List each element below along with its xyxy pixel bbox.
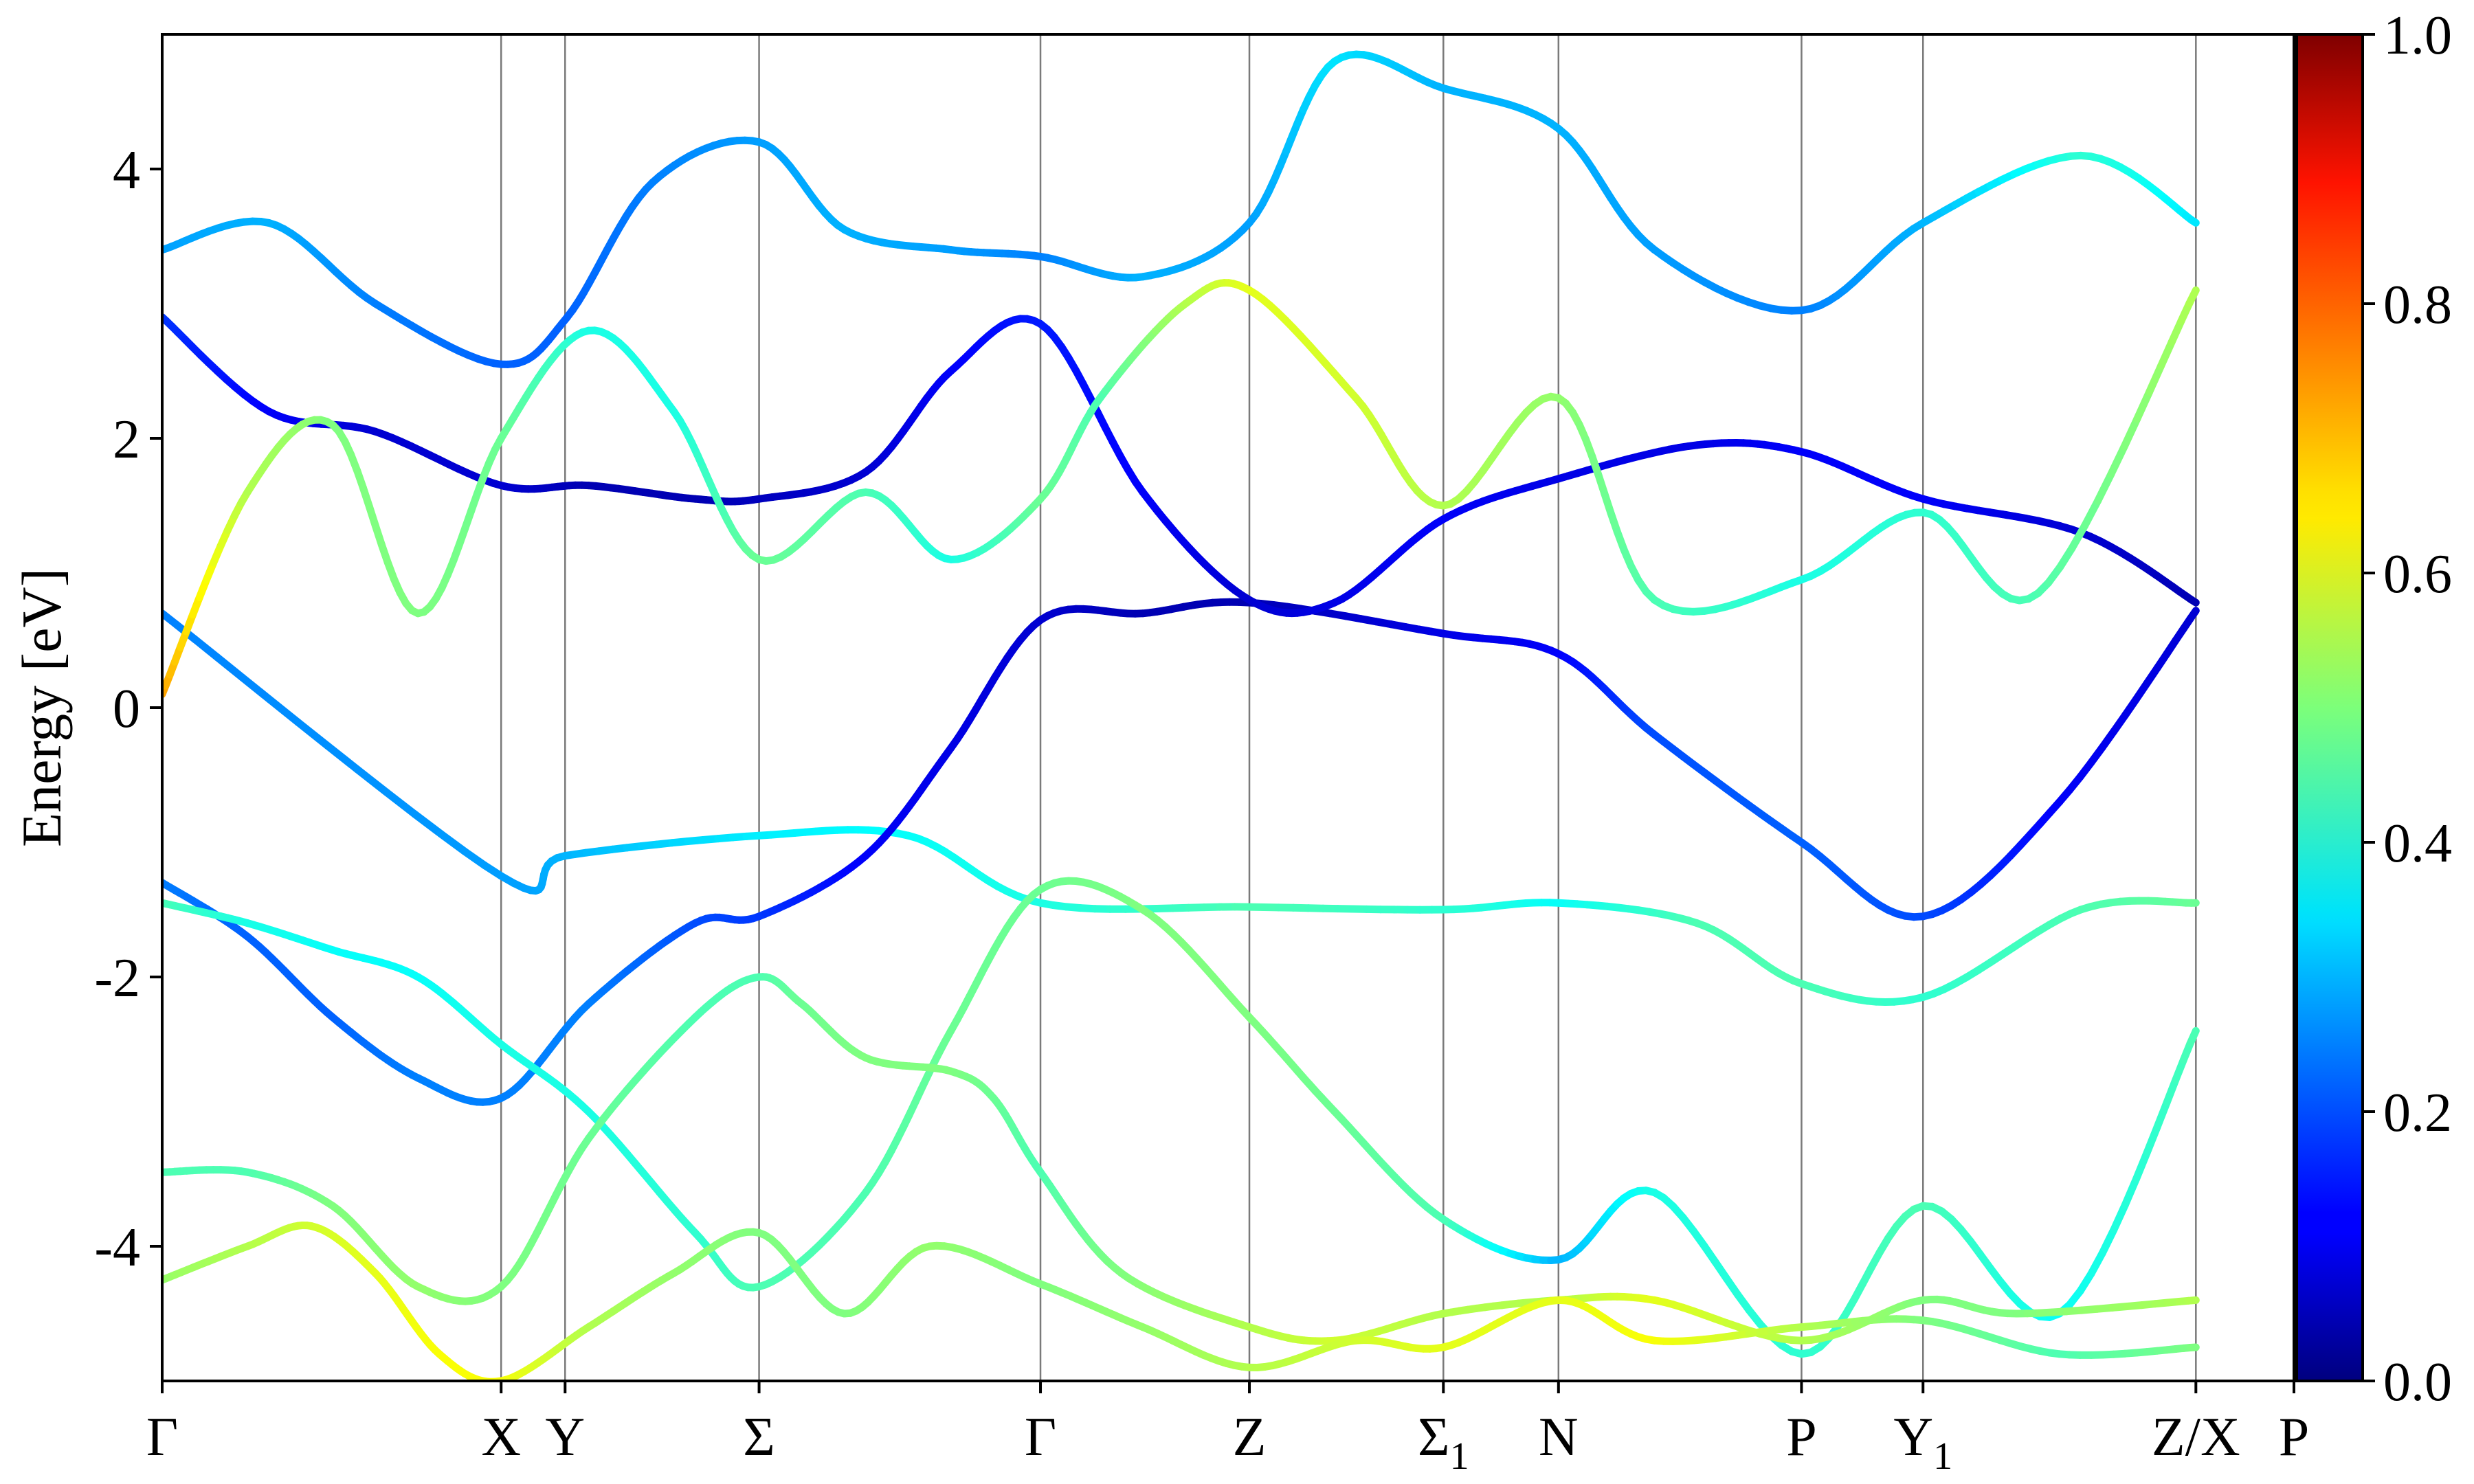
x-tick-label: Y1 (1893, 1407, 1952, 1478)
band-segment (2153, 1099, 2171, 1131)
band-line (162, 973, 2200, 1345)
band-segment (2187, 216, 2200, 227)
colorbar-tick-label: 0.8 (2383, 275, 2452, 335)
band-segment (2185, 286, 2200, 308)
colorbar-tick-label: 0.6 (2383, 544, 2452, 605)
band-line (162, 609, 2200, 1006)
x-tick-label: P (2279, 1407, 2310, 1468)
y-tick-label: 2 (113, 409, 140, 470)
band-segment (2081, 497, 2102, 530)
band-segment (238, 673, 274, 704)
band-line (162, 1222, 2200, 1381)
band-segment (2110, 1201, 2129, 1234)
band-segment (460, 847, 489, 869)
band-line (162, 50, 2200, 368)
band-segment (213, 653, 247, 682)
x-tick-subscript: 1 (1933, 1435, 1952, 1478)
x-tick-subscript: 1 (1450, 1435, 1469, 1478)
band-segment (294, 719, 332, 750)
band-segment (2163, 1076, 2180, 1107)
colorbar-tick-label: 0.4 (2383, 813, 2452, 874)
x-tick-label: Z (1233, 1407, 1267, 1468)
band-segment (2087, 1249, 2106, 1278)
y-tick-label: 4 (113, 140, 140, 201)
x-tick-label: Σ1 (1418, 1407, 1469, 1478)
band-segment (410, 810, 445, 837)
band-segment (2186, 1026, 2200, 1047)
x-tick-label: N (1539, 1407, 1579, 1468)
band-segment (2167, 317, 2185, 346)
band-segment (2157, 338, 2176, 370)
band-segment (2055, 544, 2076, 572)
colorbar-gradient (2295, 33, 2364, 1382)
y-tick-label: -4 (94, 1217, 140, 1278)
y-axis-ticks: -4 -2 0 2 4 (94, 140, 162, 1278)
colorbar-tick-label: 1.0 (2383, 5, 2452, 66)
band-segment (2143, 1123, 2161, 1157)
band-segment (2186, 1343, 2200, 1351)
band-segment (2068, 521, 2088, 552)
band-segment (2186, 607, 2200, 622)
band-segment (2187, 596, 2200, 607)
band-segment (265, 695, 302, 726)
band-segment (2120, 415, 2141, 451)
band-segment (382, 788, 419, 818)
x-tick-label: X (481, 1407, 521, 1468)
band-segment (2121, 1175, 2140, 1209)
band-line (162, 313, 2200, 618)
plot-frame (161, 33, 2295, 1382)
x-tick-label: P (1786, 1407, 1817, 1468)
colorbar-tick-label: 0.2 (2383, 1083, 2452, 1143)
band-segment (2107, 442, 2128, 478)
band-segment (2098, 1226, 2118, 1257)
band-segment (2133, 387, 2154, 423)
x-tick-label: Γ (1025, 1407, 1056, 1468)
y-tick-label: -2 (94, 948, 140, 1009)
y-tick-label: 0 (113, 679, 140, 739)
x-axis-ticks: Γ X Y Σ Γ Z Σ1 N P Y1 Z/X P (146, 1381, 2309, 1478)
colorbar-tick-label: 0.0 (2383, 1352, 2452, 1413)
x-tick-label: Y (545, 1407, 585, 1468)
band-segment (353, 765, 390, 796)
x-tick-label: Σ (743, 1407, 775, 1468)
band-lines (162, 50, 2200, 1381)
band-segment (324, 742, 361, 774)
band-line (162, 279, 2200, 698)
high-symmetry-lines (500, 34, 2197, 1381)
colorbar: 0.0 0.2 0.4 0.6 0.8 1.0 (2295, 5, 2452, 1413)
y-axis-title: Energy [eV] (10, 568, 73, 847)
band-segment (2094, 470, 2115, 505)
band-segment (436, 829, 468, 855)
band-line (162, 877, 2200, 1358)
band-segment (2132, 1149, 2151, 1183)
colorbar-ticks: 0.0 0.2 0.4 0.6 0.8 1.0 (2363, 5, 2452, 1413)
band-segment (191, 636, 221, 662)
x-tick-label: Z/X (2152, 1407, 2240, 1468)
band-segment (2146, 362, 2165, 396)
x-tick-label: Γ (146, 1407, 178, 1468)
band-segment (2184, 1296, 2200, 1305)
